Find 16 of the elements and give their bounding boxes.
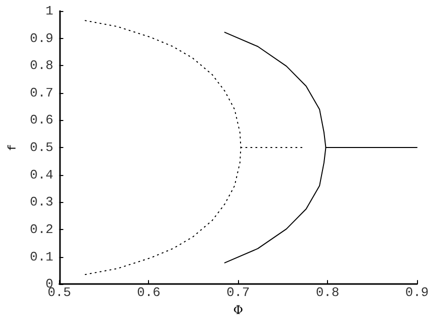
y-tick-label: 0.8 <box>30 58 54 74</box>
x-tick-label: 0.7 <box>226 285 250 300</box>
y-tick-label: 1 <box>45 4 54 18</box>
y-tick-label: 0.1 <box>30 249 54 264</box>
y-tick-label: 0.3 <box>30 194 54 210</box>
x-tick-label: 0.6 <box>137 285 160 300</box>
y-tick-label: 0.6 <box>30 112 54 128</box>
y-tick-label: 0.7 <box>30 85 54 100</box>
x-axis-title: Φ <box>233 303 244 317</box>
y-tick-label: 0.2 <box>30 222 54 237</box>
y-tick-label: 0.4 <box>30 167 54 182</box>
y-axis-title: f <box>8 144 20 151</box>
y-tick-label: 0.5 <box>30 140 54 156</box>
y-tick-label: 0.9 <box>30 30 54 46</box>
x-tick-label: 0.9 <box>405 285 429 300</box>
x-tick-label: 0.8 <box>316 285 340 300</box>
